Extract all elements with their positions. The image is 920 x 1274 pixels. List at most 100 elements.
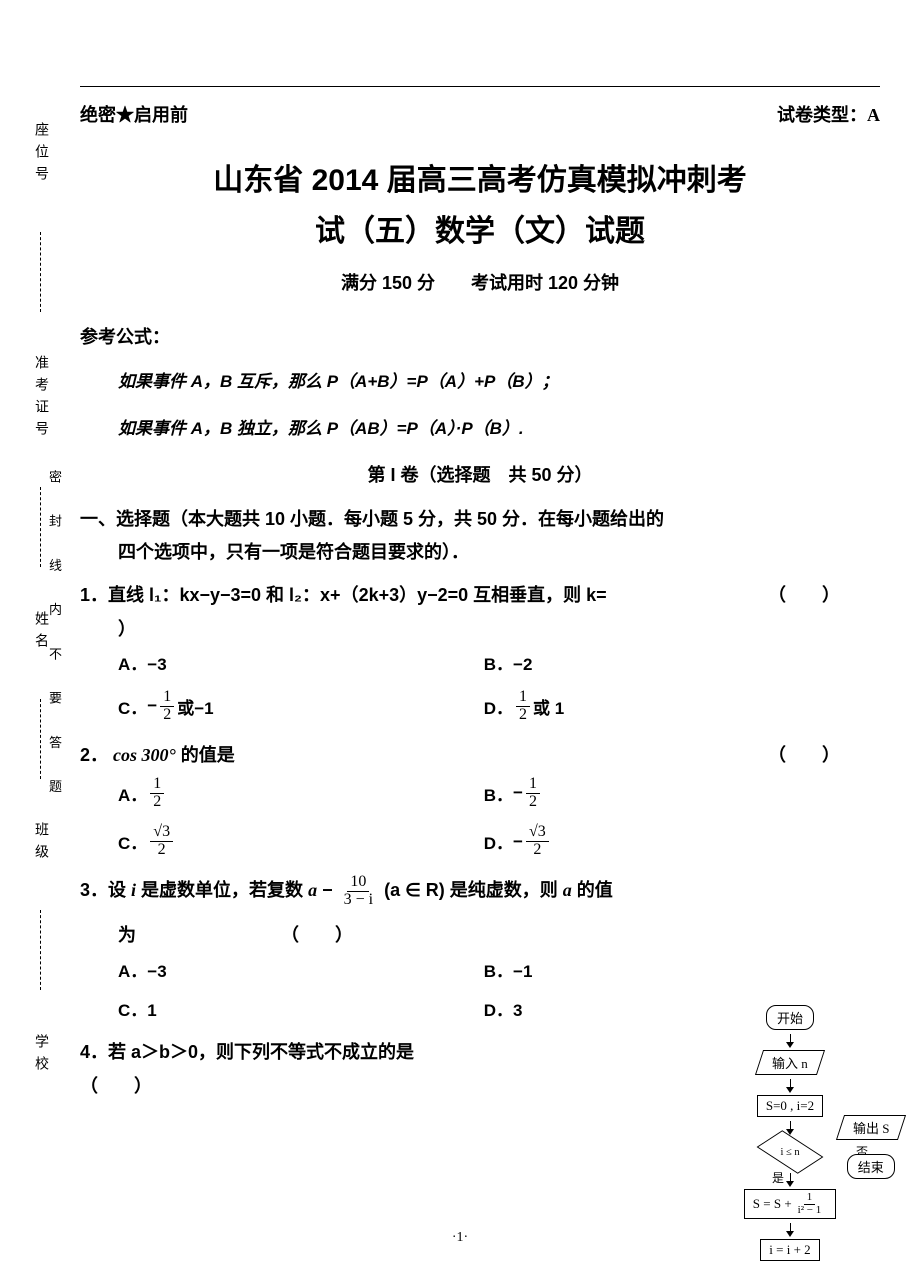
formula-independent: 如果事件 A，B 独立，那么 P（AB）=P（A）·P（B）. bbox=[118, 414, 880, 439]
margin-dash bbox=[40, 232, 41, 312]
question-2: 2． cos 300° 的值是 （ ） bbox=[80, 738, 880, 772]
q2c-num: √3 bbox=[150, 824, 173, 842]
flowchart-decision-wrap: i ≤ n 否 是 bbox=[730, 1137, 850, 1167]
q3-p2: 是虚数单位，若复数 bbox=[141, 880, 308, 900]
q2d-fraction: √3 2 bbox=[526, 824, 549, 859]
q1-options: A．−3 B．−2 C． − 1 2 或−1 D． 1 2 或 1 bbox=[118, 650, 880, 738]
paper-type-label: 试卷类型：A bbox=[777, 101, 880, 127]
flowchart-start: 开始 bbox=[766, 1005, 814, 1030]
q2a-den: 2 bbox=[150, 794, 164, 811]
page-number: ·1· bbox=[0, 1230, 920, 1246]
q3-fraction: 10 3 − i bbox=[341, 874, 376, 909]
q1c-neg: − bbox=[147, 696, 157, 716]
q1-stem: 1．直线 l₁：kx−y−3=0 和 l₂：x+（2k+3）y−2=0 互相垂直… bbox=[80, 585, 607, 605]
flowchart-input-text: 输入 n bbox=[772, 1053, 808, 1072]
q3-option-b: B．−1 bbox=[484, 957, 850, 982]
confidential-label: 绝密★启用前 bbox=[80, 101, 188, 127]
q2-options: A． 1 2 B． − 1 2 C． √3 2 D． − √3 bbox=[118, 776, 880, 873]
q1d-suffix: 或 1 bbox=[533, 694, 564, 719]
q2-option-d: D． − √3 2 bbox=[484, 824, 850, 859]
q3-fnum: 10 bbox=[347, 874, 369, 892]
question-3: 3．设 i 是虚数单位，若复数 a − 10 3 − i (a ∈ R) 是纯虚… bbox=[80, 873, 880, 953]
q2d-neg: − bbox=[513, 832, 523, 852]
q2a-fraction: 1 2 bbox=[150, 776, 164, 811]
q1c-fraction: 1 2 bbox=[160, 689, 174, 724]
q1-paren: （ ） bbox=[768, 578, 840, 612]
q2c-fraction: √3 2 bbox=[150, 824, 173, 859]
q1d-prefix: D． bbox=[484, 694, 513, 719]
q3-option-c: C．1 bbox=[118, 996, 484, 1021]
q2c-prefix: C． bbox=[118, 829, 147, 854]
q2b-prefix: B． bbox=[484, 781, 513, 806]
q3-paren: （ ） bbox=[281, 925, 353, 945]
q2a-prefix: A． bbox=[118, 781, 147, 806]
q1-option-a: A．−3 bbox=[118, 650, 484, 675]
q2-math: cos 300° bbox=[113, 745, 176, 765]
school-label: 学校 bbox=[30, 1034, 50, 1078]
q2-option-c: C． √3 2 bbox=[118, 824, 484, 859]
flowchart-cond-text: i ≤ n bbox=[780, 1146, 799, 1157]
title-line1: 山东省 2014 届高三高考仿真模拟冲刺考 bbox=[80, 155, 880, 206]
flowchart-diagram: 开始 输入 n S=0 , i=2 i ≤ n 否 是 S = S + 1 i²… bbox=[690, 1005, 890, 1265]
class-label: 班级 bbox=[30, 822, 50, 866]
q3-i: i bbox=[131, 880, 136, 900]
margin-dash bbox=[40, 910, 41, 990]
title-line2: 试（五）数学（文）试题 bbox=[80, 206, 880, 257]
question-1: 1．直线 l₁：kx−y−3=0 和 l₂：x+（2k+3）y−2=0 互相垂直… bbox=[80, 578, 880, 646]
q2d-num: √3 bbox=[526, 824, 549, 842]
q1c-suffix: 或−1 bbox=[177, 694, 213, 719]
q2d-den: 2 bbox=[530, 842, 544, 859]
header-row: 绝密★启用前 试卷类型：A bbox=[80, 101, 880, 127]
q4-stem: 4．若 a＞b＞0，则下列不等式不成立的是 bbox=[80, 1042, 414, 1062]
q2-paren: （ ） bbox=[768, 738, 840, 772]
q1d-fraction: 1 2 bbox=[516, 689, 530, 724]
q1c-num: 1 bbox=[160, 689, 174, 707]
flowchart-output-text: 输出 S bbox=[853, 1118, 889, 1137]
q2-prefix: 2． bbox=[80, 745, 108, 765]
sealed-text: 密 封 线 内 不 要 答 题 bbox=[45, 470, 64, 807]
q2-option-b: B． − 1 2 bbox=[484, 776, 850, 811]
section1-instruction: 一、选择题（本大题共 10 小题．每小题 5 分，共 50 分．在每小题给出的 … bbox=[80, 503, 880, 570]
q2-suffix: 的值是 bbox=[181, 745, 235, 765]
flowchart-calc-left: S = S + bbox=[753, 1196, 792, 1212]
flowchart-yes-label: 是 bbox=[772, 1169, 784, 1186]
q2b-neg: − bbox=[513, 783, 523, 803]
flowchart-calc-den: i² − 1 bbox=[795, 1205, 825, 1217]
q3-a: a bbox=[308, 880, 317, 900]
q3-p1: 3．设 bbox=[80, 880, 131, 900]
score-time-subtitle: 满分 150 分 考试用时 120 分钟 bbox=[80, 269, 880, 295]
flowchart-calc: S = S + 1 i² − 1 bbox=[744, 1189, 836, 1219]
formula-mutually-exclusive: 如果事件 A，B 互斥，那么 P（A+B）=P（A）+P（B）； bbox=[118, 367, 880, 392]
paper-title: 山东省 2014 届高三高考仿真模拟冲刺考 试（五）数学（文）试题 bbox=[80, 155, 880, 257]
reference-formula-label: 参考公式： bbox=[80, 323, 880, 349]
seat-label: 座位号 bbox=[30, 122, 50, 188]
q3-minus: − bbox=[322, 880, 338, 900]
q3-fden: 3 − i bbox=[341, 892, 376, 909]
q2b-den: 2 bbox=[526, 794, 540, 811]
q1-option-d: D． 1 2 或 1 bbox=[484, 689, 850, 724]
q3-a2: a bbox=[563, 880, 572, 900]
q3-p4: 的值 bbox=[577, 880, 613, 900]
part1-header: 第 I 卷（选择题 共 50 分） bbox=[80, 461, 880, 487]
q2b-num: 1 bbox=[526, 776, 540, 794]
q2-option-a: A． 1 2 bbox=[118, 776, 484, 811]
q2c-den: 2 bbox=[155, 842, 169, 859]
q1c-den: 2 bbox=[160, 707, 174, 724]
q1-option-b: B．−2 bbox=[484, 650, 850, 675]
q1c-prefix: C． bbox=[118, 694, 147, 719]
instruction-line2: 四个选项中，只有一项是符合题目要求的）． bbox=[118, 536, 880, 569]
flowchart-calc-frac: 1 i² − 1 bbox=[795, 1192, 825, 1216]
flowchart-side-stack: 输出 S 结束 bbox=[840, 1115, 902, 1183]
page-content: 绝密★启用前 试卷类型：A 山东省 2014 届高三高考仿真模拟冲刺考 试（五）… bbox=[80, 86, 880, 1107]
instruction-line1: 一、选择题（本大题共 10 小题．每小题 5 分，共 50 分．在每小题给出的 bbox=[80, 509, 664, 529]
sealed-line-label: 密 封 线 内 不 要 答 题 bbox=[45, 470, 65, 811]
flowchart-calc-num: 1 bbox=[804, 1192, 816, 1205]
q3-line2: 为 bbox=[118, 925, 136, 945]
flowchart-init: S=0 , i=2 bbox=[757, 1095, 823, 1117]
ticket-label: 准考证号 bbox=[30, 355, 50, 443]
q1-option-c: C． − 1 2 或−1 bbox=[118, 689, 484, 724]
q3-option-a: A．−3 bbox=[118, 957, 484, 982]
flowchart-decision: i ≤ n bbox=[757, 1130, 824, 1173]
margin-dash bbox=[40, 699, 41, 779]
flowchart-input: 输入 n bbox=[755, 1050, 825, 1075]
